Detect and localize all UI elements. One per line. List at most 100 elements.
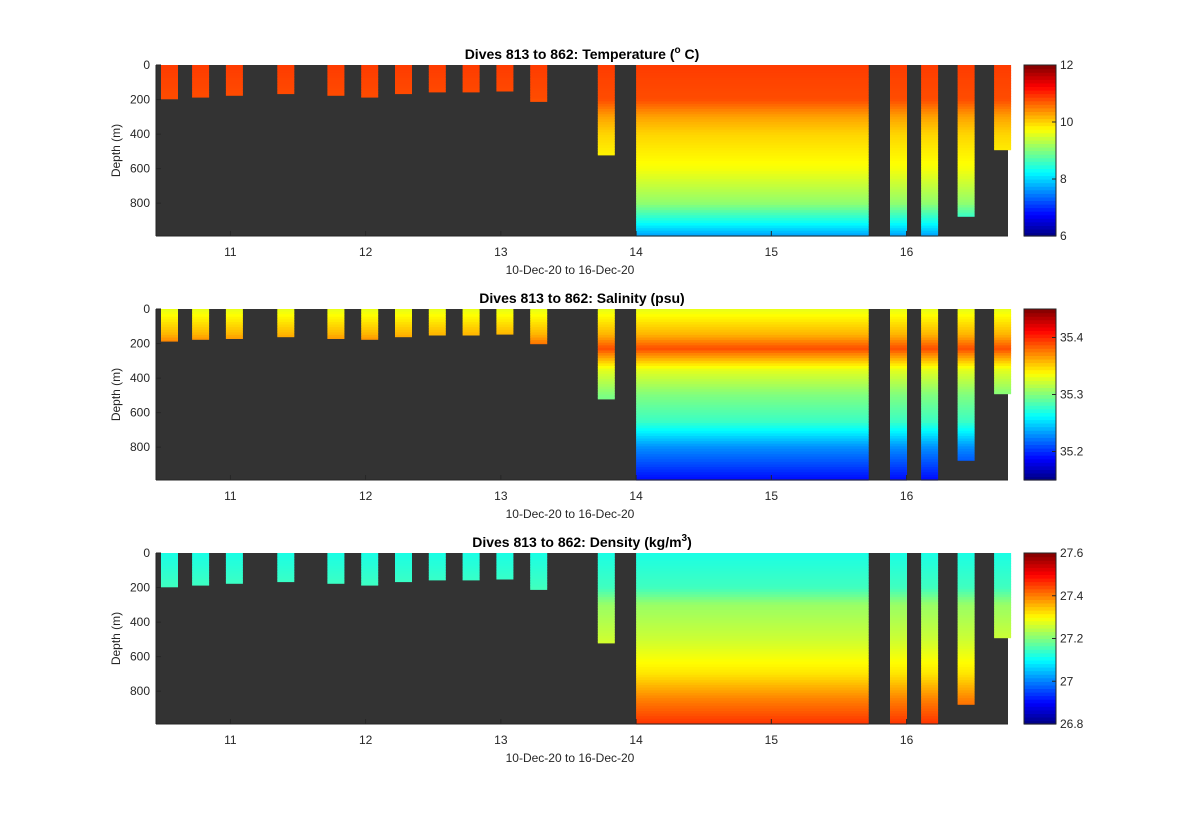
profile-cell: [597, 347, 615, 352]
profile-cell: [890, 461, 907, 466]
profile-cell: [921, 166, 939, 170]
profile-cell: [921, 140, 939, 144]
profile-cell: [225, 70, 243, 74]
profile-cell: [496, 75, 514, 79]
profile-cell: [921, 700, 939, 704]
profile-cell: [636, 391, 869, 396]
colorbar-segment: [1024, 362, 1056, 367]
profile-cell: [636, 661, 869, 665]
profile-cell: [890, 682, 907, 686]
profile-cell: [636, 438, 869, 442]
profile-cell: [530, 322, 548, 326]
profile-cell: [921, 589, 939, 593]
colorbar-segment: [1024, 656, 1056, 661]
profile-cell: [957, 334, 975, 339]
profile-cell: [921, 566, 939, 570]
profile-cell: [921, 558, 939, 562]
profile-cell: [957, 677, 975, 681]
profile-cell: [890, 446, 907, 450]
profile-cell: [462, 90, 480, 93]
profile-cell: [636, 711, 869, 715]
profile-cell: [921, 713, 939, 717]
profile-cell: [597, 630, 615, 634]
profile-cell: [597, 75, 615, 79]
colorbar-segment: [1024, 387, 1056, 392]
profile-cell: [462, 558, 480, 562]
profile-cell: [957, 438, 975, 442]
profile-cell: [921, 669, 939, 673]
profile-cell: [957, 103, 975, 108]
profile-cell: [530, 334, 548, 339]
profile-cell: [890, 410, 907, 414]
profile-cell: [597, 560, 615, 564]
profile-cell: [636, 708, 869, 712]
profile-column: [921, 65, 939, 237]
profile-cell: [921, 217, 939, 222]
profile-cell: [890, 638, 907, 642]
colorbar-segment: [1024, 695, 1056, 700]
profile-cell: [395, 88, 412, 92]
profile-cell: [890, 101, 907, 105]
profile-cell: [395, 309, 412, 313]
profile-cell: [994, 358, 1012, 362]
profile-cell: [921, 459, 939, 463]
profile-cell: [597, 122, 615, 126]
profile-column: [636, 309, 869, 481]
profile-cell: [636, 448, 869, 453]
colorbar-segment: [1024, 161, 1056, 166]
profile-cell: [921, 584, 939, 588]
profile-cell: [597, 553, 615, 557]
profile-column: [994, 553, 1012, 639]
colorbar-segment: [1024, 351, 1056, 356]
profile-cell: [957, 633, 975, 637]
profile-column: [636, 65, 869, 237]
colorbar-segment: [1024, 164, 1056, 169]
profile-cell: [921, 319, 939, 323]
profile-cell: [921, 672, 939, 676]
colorbar-segment: [1024, 111, 1056, 116]
profile-cell: [636, 360, 869, 364]
profile-cell: [462, 67, 480, 71]
colorbar-segment: [1024, 563, 1056, 568]
profile-cell: [957, 371, 975, 375]
profile-cell: [994, 114, 1012, 118]
x-tick-label: 11: [224, 245, 237, 259]
profile-cell: [921, 553, 939, 557]
profile-cell: [636, 695, 869, 699]
profile-cell: [496, 67, 514, 71]
profile-cell: [890, 309, 907, 313]
profile-cell: [636, 340, 869, 344]
colorbar-segment: [1024, 440, 1056, 445]
colorbar-segment: [1024, 606, 1056, 611]
profile-cell: [890, 669, 907, 673]
profile-cell: [636, 433, 869, 437]
profile-cell: [161, 80, 178, 84]
x-tick-label: 16: [900, 733, 914, 747]
profile-cell: [890, 594, 907, 598]
profile-cell: [192, 555, 210, 559]
profile-cell: [957, 685, 975, 689]
profile-cell: [395, 568, 412, 572]
profile-cell: [225, 75, 243, 79]
profile-cell: [636, 454, 869, 458]
profile-column: [277, 65, 295, 95]
profile-cell: [530, 578, 548, 583]
profile-cell: [994, 67, 1012, 71]
profile-cell: [890, 667, 907, 671]
profile-cell: [957, 153, 975, 157]
y-tick-label: 400: [130, 127, 150, 141]
profile-cell: [327, 563, 345, 567]
profile-cell: [921, 581, 939, 585]
profile-cell: [957, 628, 975, 632]
colorbar-segment: [1024, 118, 1056, 123]
profile-cell: [597, 597, 615, 601]
profile-cell: [225, 72, 243, 76]
profile-cell: [921, 456, 939, 460]
profile-cell: [636, 456, 869, 460]
colorbar-segment: [1024, 93, 1056, 98]
profile-cell: [225, 573, 243, 577]
colorbar-segment: [1024, 401, 1056, 406]
profile-cell: [890, 103, 907, 108]
profile-cell: [597, 124, 615, 128]
profile-cell: [890, 72, 907, 76]
